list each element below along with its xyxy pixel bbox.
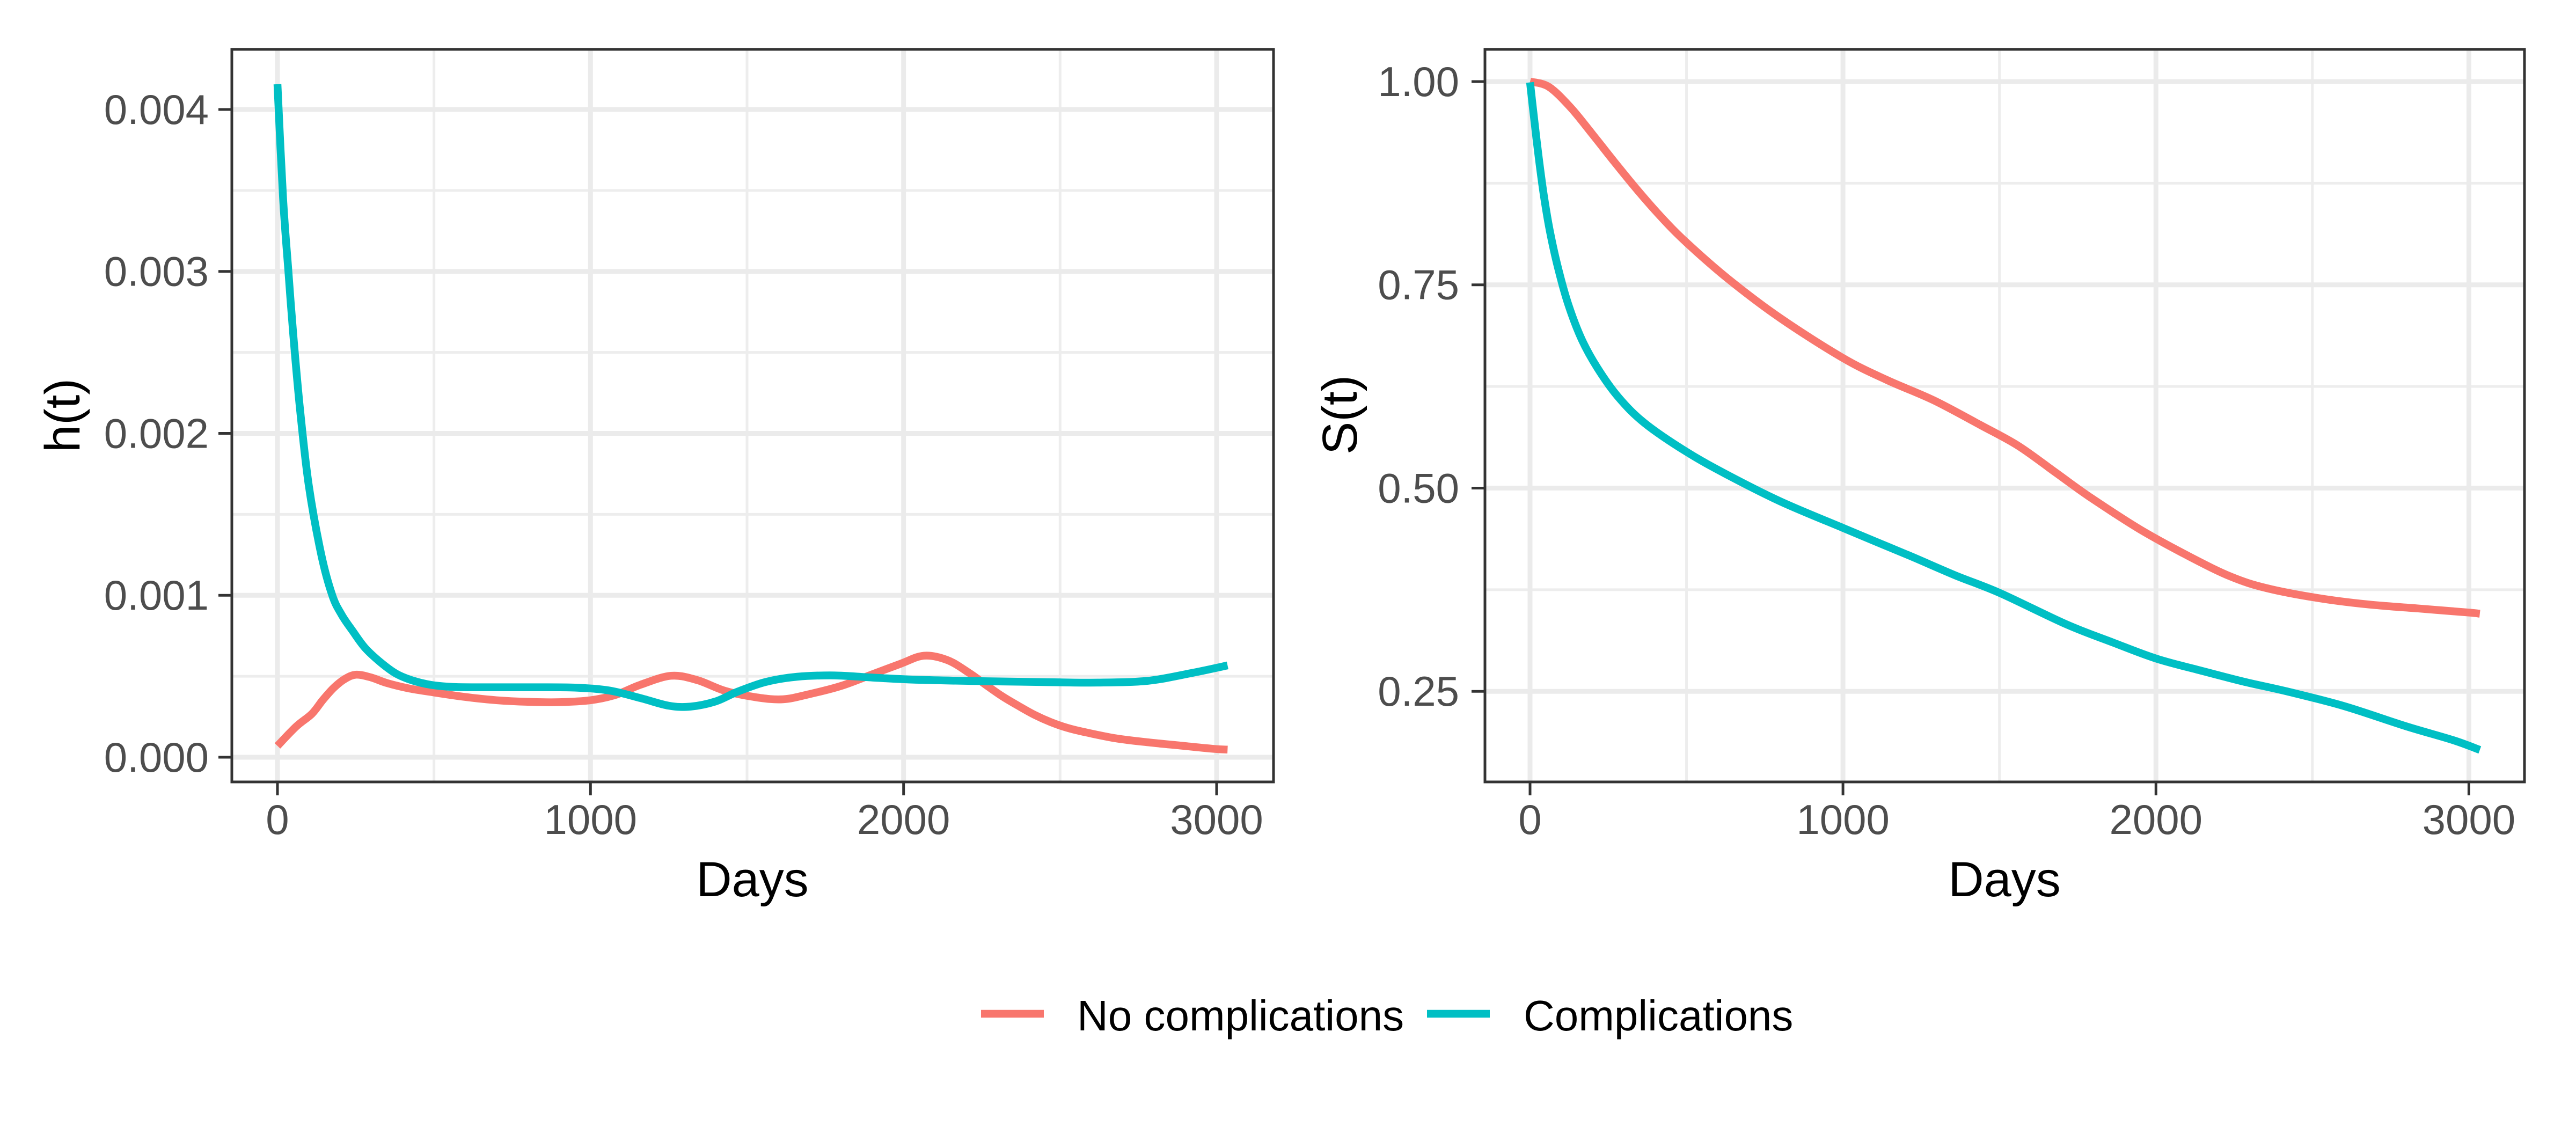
svg-text:1000: 1000 [544, 796, 638, 843]
svg-text:3000: 3000 [1170, 796, 1263, 843]
svg-text:Complications: Complications [1524, 992, 1793, 1040]
svg-text:0.001: 0.001 [104, 572, 209, 619]
svg-text:No complications: No complications [1077, 992, 1404, 1040]
svg-text:3000: 3000 [2423, 796, 2516, 843]
svg-text:0.75: 0.75 [1378, 261, 1459, 309]
svg-text:0: 0 [266, 796, 289, 843]
svg-text:0.25: 0.25 [1378, 668, 1459, 715]
svg-text:0.003: 0.003 [104, 248, 209, 295]
svg-text:h(t): h(t) [35, 378, 90, 452]
svg-text:2000: 2000 [2110, 796, 2203, 843]
svg-text:1000: 1000 [1796, 796, 1890, 843]
svg-text:0: 0 [1518, 796, 1541, 843]
svg-text:0.002: 0.002 [104, 409, 209, 457]
svg-text:2000: 2000 [857, 796, 950, 843]
svg-text:0.004: 0.004 [104, 86, 209, 133]
svg-text:S(t): S(t) [1313, 375, 1367, 455]
svg-text:Days: Days [696, 852, 809, 907]
svg-text:1.00: 1.00 [1378, 58, 1459, 105]
svg-text:0.50: 0.50 [1378, 464, 1459, 511]
svg-text:0.000: 0.000 [104, 734, 209, 781]
svg-text:Days: Days [1948, 852, 2061, 907]
